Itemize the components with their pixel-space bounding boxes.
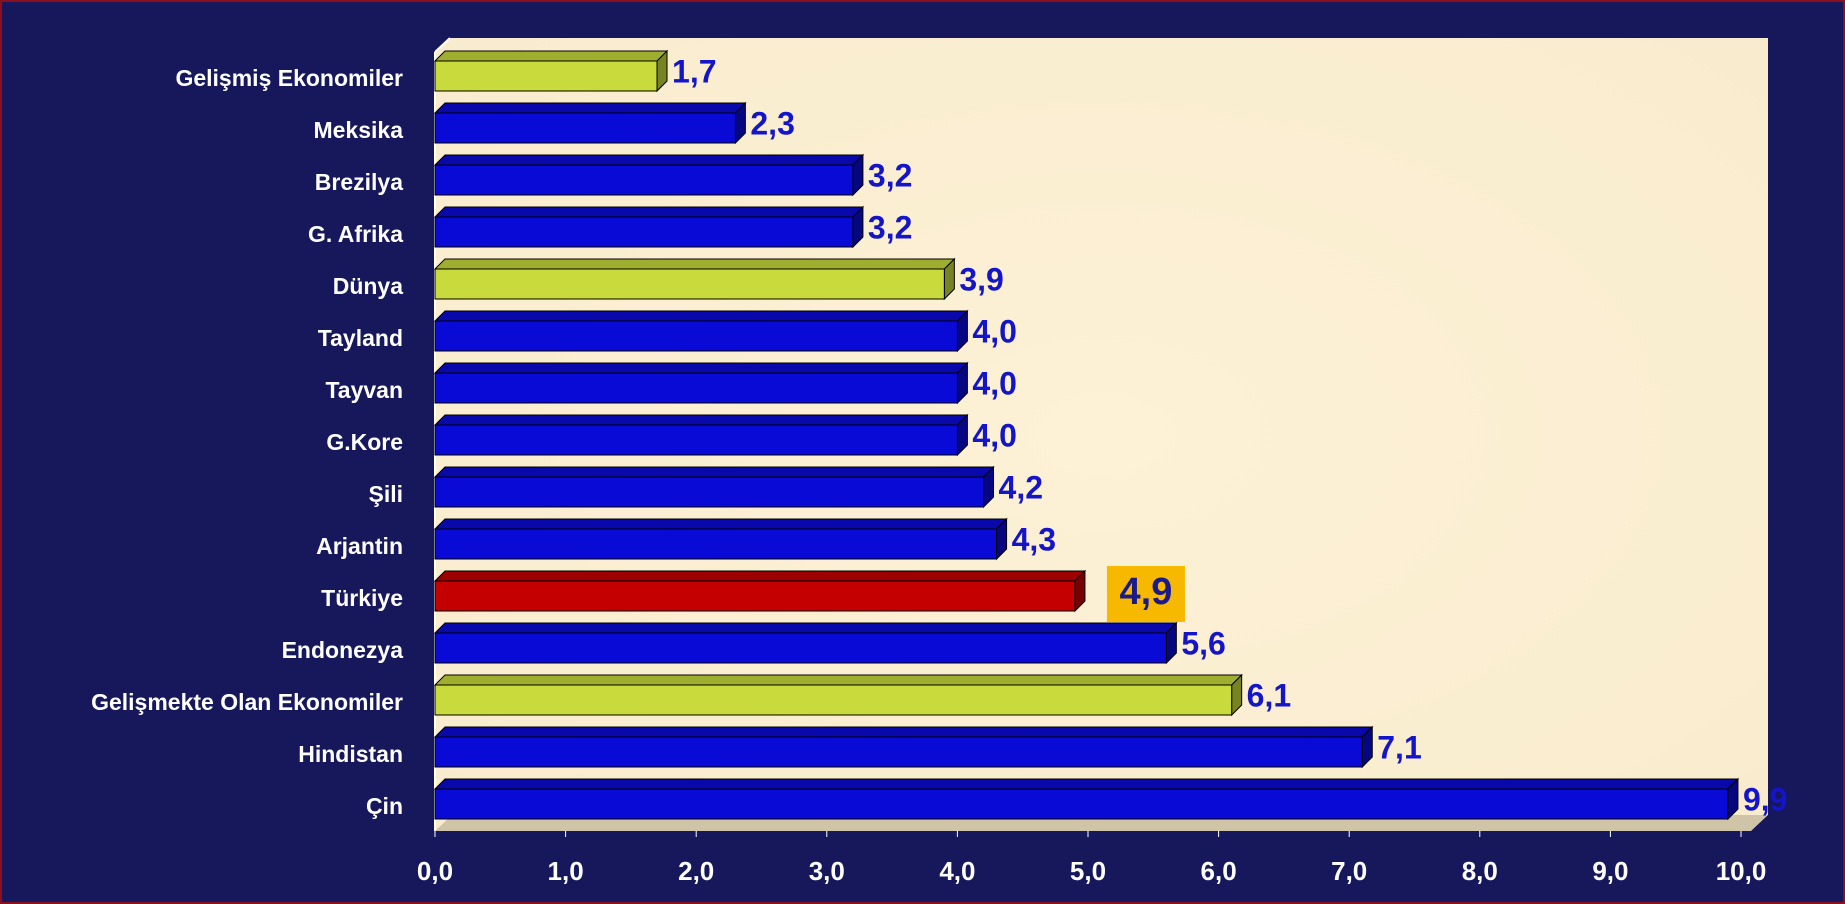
bar-top — [433, 154, 865, 166]
x-tick-label: 0,0 — [417, 856, 453, 886]
value-label: 7,1 — [1377, 729, 1421, 765]
y-axis-depth — [434, 37, 451, 53]
value-label: 3,9 — [959, 261, 1003, 297]
bar-top — [433, 518, 1008, 530]
bar — [434, 164, 854, 196]
category-label: Arjantin — [316, 533, 403, 559]
value-label: 4,2 — [999, 469, 1043, 505]
category-label: Dünya — [333, 273, 404, 299]
x-tick-label: 9,0 — [1592, 856, 1628, 886]
category-label: Tayvan — [325, 377, 403, 403]
bar-top — [433, 362, 969, 374]
x-tick-label: 10,0 — [1716, 856, 1767, 886]
x-tick-label: 2,0 — [678, 856, 714, 886]
bar — [434, 476, 985, 508]
bar — [434, 216, 854, 248]
value-label: 2,3 — [750, 105, 794, 141]
bar-top — [433, 50, 669, 62]
bar — [434, 580, 1076, 612]
value-label: 4,3 — [1012, 521, 1056, 557]
bar-top — [433, 726, 1374, 738]
bar — [434, 632, 1167, 664]
category-label: Meksika — [313, 117, 403, 143]
category-label: G.Kore — [326, 429, 403, 455]
bar-top — [433, 778, 1740, 790]
category-label: Endonezya — [282, 637, 404, 663]
x-tick-label: 1,0 — [548, 856, 584, 886]
category-label: Türkiye — [321, 585, 403, 611]
bar-top — [433, 466, 995, 478]
x-tick-label: 6,0 — [1201, 856, 1237, 886]
highlight-box — [1106, 566, 1185, 622]
bar-top — [433, 570, 1087, 582]
value-label: 3,2 — [868, 209, 912, 245]
bar — [434, 424, 958, 456]
bar-top — [433, 102, 747, 114]
x-tick-label: 7,0 — [1331, 856, 1367, 886]
bar — [434, 528, 998, 560]
category-label: Şili — [368, 481, 403, 507]
bar — [434, 268, 945, 300]
bar — [434, 372, 958, 404]
value-label: 4,0 — [972, 313, 1016, 349]
bar — [434, 112, 736, 144]
value-label: 4,9 — [1120, 571, 1173, 613]
value-label: 4,0 — [972, 417, 1016, 453]
bar-top — [433, 206, 865, 218]
bar — [434, 788, 1729, 820]
category-label: Tayland — [318, 325, 403, 351]
value-label: 1,7 — [672, 53, 716, 89]
bar-top — [433, 414, 969, 426]
category-label: Gelişmekte Olan Ekonomiler — [91, 689, 403, 715]
value-label: 9,9 — [1743, 781, 1787, 817]
category-label: Çin — [366, 793, 403, 819]
bar-top — [433, 258, 956, 270]
category-label: Brezilya — [315, 169, 403, 195]
category-label: Hindistan — [298, 741, 403, 767]
bar-top — [433, 674, 1243, 686]
value-label: 6,1 — [1247, 677, 1291, 713]
bar — [434, 736, 1363, 768]
bar-top — [433, 622, 1178, 634]
x-tick-label: 5,0 — [1070, 856, 1106, 886]
value-label: 3,2 — [868, 157, 912, 193]
bar — [434, 684, 1233, 716]
bar-top — [433, 310, 969, 322]
x-tick-label: 3,0 — [809, 856, 845, 886]
value-label: 5,6 — [1181, 625, 1225, 661]
value-label: 4,0 — [972, 365, 1016, 401]
bar — [434, 320, 958, 352]
x-tick-label: 4,0 — [939, 856, 975, 886]
category-label: Gelişmiş Ekonomiler — [175, 65, 403, 91]
x-tick-label: 8,0 — [1462, 856, 1498, 886]
bar — [434, 60, 658, 92]
category-label: G. Afrika — [308, 221, 403, 247]
